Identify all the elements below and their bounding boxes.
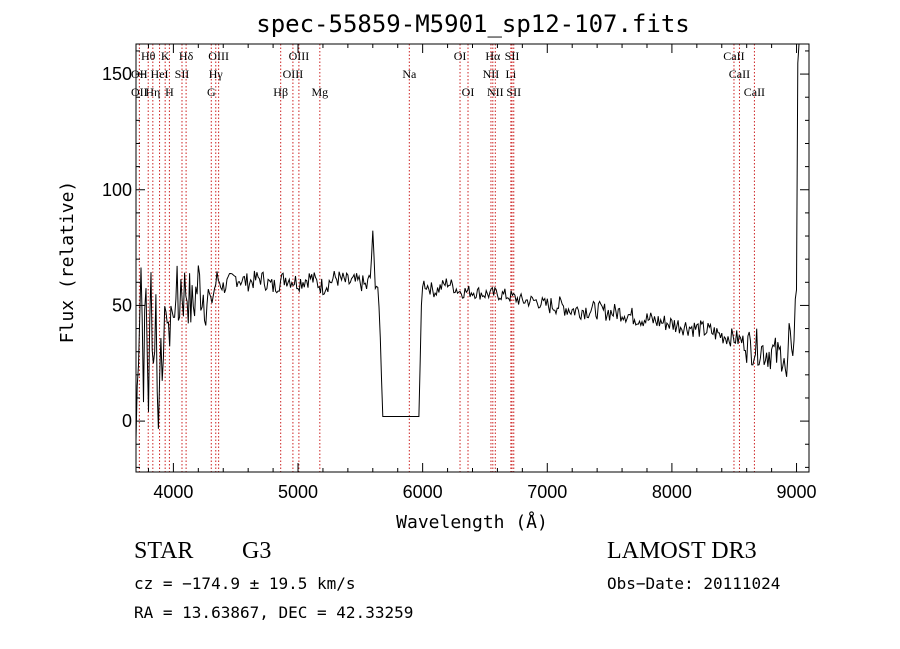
plot-frame	[135, 43, 810, 473]
redshift-cz: cz = −174.9 ± 19.5 km/s	[134, 574, 356, 593]
line-label-18: OII	[131, 85, 148, 99]
line-label-0: Hθ	[141, 49, 156, 63]
y-tick-label-100: 100	[102, 180, 132, 200]
line-label-21: G	[207, 85, 216, 99]
line-label-11: SII	[175, 67, 190, 81]
line-label-7: SII	[505, 49, 520, 63]
line-label-20: H	[165, 85, 174, 99]
line-label-14: Na	[402, 67, 417, 81]
line-label-3: OIII	[208, 49, 229, 63]
line-label-2: Hδ	[179, 49, 194, 63]
y-tick-label-0: 0	[122, 411, 132, 431]
line-label-1: K	[161, 49, 170, 63]
chart-title: spec-55859-M5901_sp12-107.fits	[256, 10, 689, 38]
x-tick-label-5000: 5000	[278, 482, 318, 502]
line-label-4: OIII	[289, 49, 310, 63]
emission-line-labels: Hθ K Hδ OIII OIII OI Hα SII CaII OII HeI SII Hγ OIII N…	[131, 49, 765, 99]
line-label-17: CaII	[729, 67, 750, 81]
x-tick-label-8000: 8000	[652, 482, 692, 502]
line-label-10: HeI	[151, 67, 169, 81]
y-tick-label-50: 50	[112, 295, 132, 315]
line-label-22: Hβ	[273, 85, 288, 99]
coordinates: RA = 13.63867, DEC = 42.33259	[134, 603, 414, 622]
y-tick-label-150: 150	[102, 64, 132, 84]
x-tick-label-4000: 4000	[153, 482, 193, 502]
axis-ticks: 4000 5000 6000 7000 8000 9000 0 50 100 150	[102, 44, 817, 502]
x-tick-label-6000: 6000	[403, 482, 443, 502]
line-label-5: OI	[454, 49, 467, 63]
line-label-12: Hγ	[209, 67, 224, 81]
spectrum-series	[135, 43, 800, 441]
object-class: STAR	[134, 538, 194, 564]
spectrum-line	[135, 43, 800, 441]
line-label-24: OI	[462, 85, 475, 99]
line-label-6: Hα	[485, 49, 501, 63]
x-axis-label: Wavelength (Å)	[396, 511, 548, 533]
x-tick-label-9000: 9000	[777, 482, 817, 502]
line-label-26: SII	[506, 85, 521, 99]
object-subclass: G3	[242, 538, 272, 564]
emission-line-markers	[138, 44, 755, 472]
y-axis-label: Flux (relative)	[57, 181, 78, 344]
line-label-15: NII	[483, 67, 500, 81]
survey-name: LAMOST DR3	[607, 538, 757, 564]
line-label-16: Li	[506, 67, 517, 81]
line-label-27: CaII	[744, 85, 765, 99]
obs-date: Obs−Date: 20111024	[607, 574, 781, 593]
line-label-8: CaII	[723, 49, 744, 63]
line-label-25: NII	[487, 85, 504, 99]
x-tick-label-7000: 7000	[527, 482, 567, 502]
line-label-23: Mg	[311, 85, 328, 99]
line-label-19: Hη	[145, 85, 160, 99]
line-label-13: OIII	[283, 67, 304, 81]
